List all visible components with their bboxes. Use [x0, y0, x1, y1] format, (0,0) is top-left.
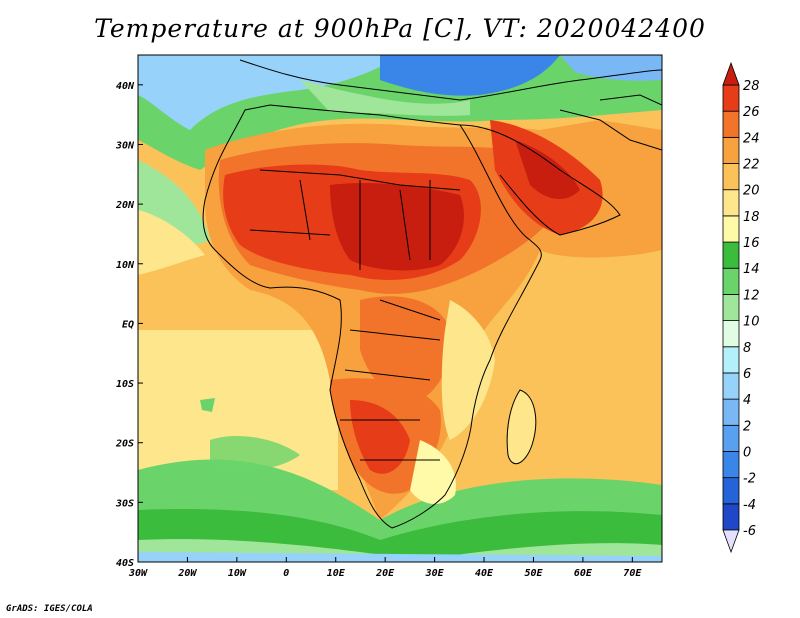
colorbar-swatch	[722, 372, 740, 400]
colorbar-swatch	[722, 294, 740, 321]
temperature-field	[138, 55, 662, 562]
lat-tick-label: 10S	[116, 379, 134, 390]
colorbar-label: 12	[743, 288, 760, 303]
colorbar-swatch	[722, 346, 740, 374]
colorbar-swatch	[722, 267, 740, 295]
longitude-axis: 30W 20W 10W 0 10E 20E 30E 40E 50E 60E 70E	[128, 557, 642, 579]
lat-tick-label: 30S	[115, 498, 134, 509]
colorbar-swatch	[722, 84, 740, 112]
colorbar-label: 22	[743, 158, 760, 173]
colorbar-swatch	[722, 215, 740, 243]
colorbar-swatch	[722, 398, 740, 426]
lat-tick-label: EQ	[122, 319, 134, 330]
colorbar-label: -4	[743, 498, 756, 513]
lat-tick-label: 20N	[115, 200, 135, 211]
lat-tick-label: 40S	[116, 558, 134, 569]
colorbar-label: 10	[743, 315, 760, 330]
colorbar-label: 16	[743, 236, 760, 251]
lon-tick-label: 40E	[475, 568, 494, 579]
colorbar-label: 20	[743, 184, 760, 199]
lat-tick-label: 10N	[116, 260, 135, 271]
lon-tick-label: 50E	[524, 568, 543, 579]
colorbar-label: 28	[743, 79, 760, 94]
colorbar-label: -2	[743, 472, 756, 487]
colorbar-swatch	[722, 189, 740, 217]
colorbar-label: 6	[743, 367, 751, 382]
colorbar-label: -6	[743, 524, 756, 539]
colorbar-swatch	[722, 451, 740, 479]
colorbar-over-triangle	[722, 61, 740, 86]
lon-tick-label: 0	[283, 568, 289, 579]
latitude-axis: 40N 30N 20N 10N EQ 10S 20S 30S 40S	[115, 81, 143, 569]
colorbar-label: 24	[743, 131, 760, 146]
lon-tick-label: 10E	[327, 568, 346, 579]
colorbar-label: 8	[743, 341, 751, 356]
colorbar-label: 4	[743, 393, 751, 408]
lat-tick-label: 20S	[115, 439, 134, 450]
map-title: Temperature at 900hPa [C], VT: 202004240…	[94, 14, 706, 43]
lon-tick-label: 30W	[128, 568, 148, 579]
colorbar-swatch	[722, 136, 740, 164]
colorbar-swatch	[722, 163, 740, 191]
colorbar-under-triangle	[722, 529, 740, 554]
colorbar-swatch	[722, 477, 740, 505]
colorbar-swatch	[722, 320, 740, 348]
map-frame	[137, 54, 663, 563]
lat-tick-label: 30N	[115, 140, 135, 151]
lon-tick-label: 30E	[425, 568, 445, 579]
credit-text: GrADS: IGES/COLA	[6, 604, 93, 614]
colorbar-label: 18	[743, 210, 760, 225]
colorbar-label: 14	[743, 262, 760, 277]
colorbar-swatch	[722, 503, 740, 531]
lon-tick-label: 60E	[574, 568, 593, 579]
colorbar-swatch	[722, 241, 740, 269]
colorbar-label: 2	[743, 419, 751, 434]
lon-tick-label: 20E	[375, 568, 395, 579]
lon-tick-label: 20W	[177, 568, 197, 579]
lon-tick-label: 70E	[623, 568, 642, 579]
colorbar-label: 0	[743, 445, 751, 460]
colorbar-swatch	[722, 110, 740, 138]
lat-tick-label: 40N	[116, 81, 135, 92]
colorbar-swatch	[722, 424, 740, 452]
lon-tick-label: 10W	[228, 568, 247, 579]
coastlines	[202, 59, 662, 529]
colorbar-label: 26	[743, 105, 760, 120]
